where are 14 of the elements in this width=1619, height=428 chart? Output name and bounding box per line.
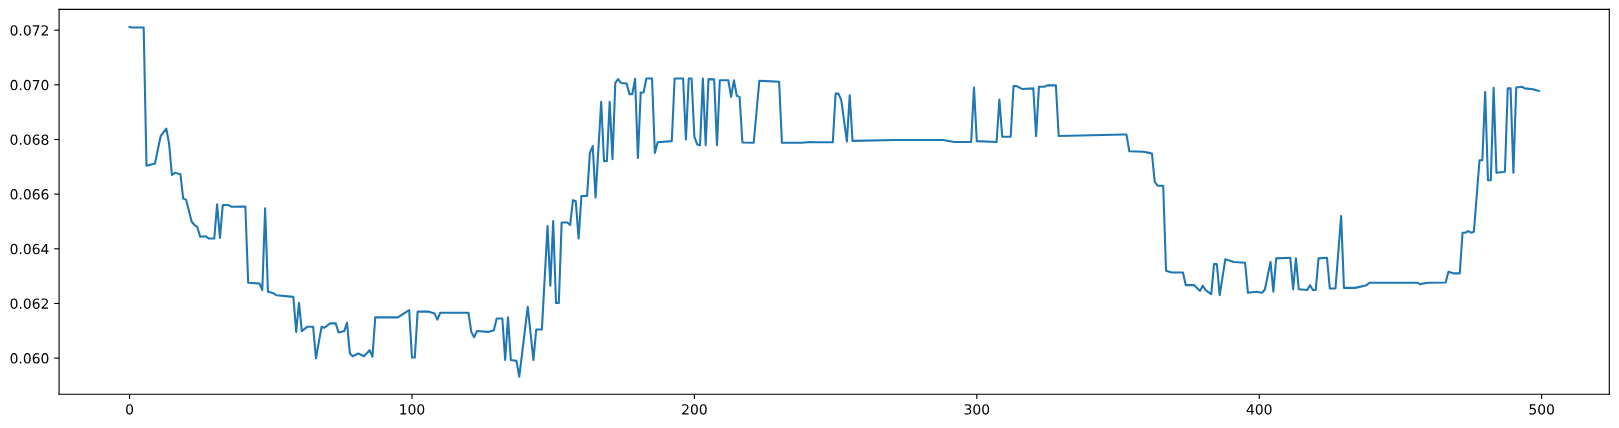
y-tick-label: 0.064 [10, 243, 49, 255]
x-tick-label: 400 [1246, 404, 1272, 415]
y-tick-label: 0.062 [10, 298, 48, 309]
x-tick-label: 300 [964, 404, 990, 415]
y-tick-label: 0.072 [10, 25, 48, 36]
x-tick-label: 500 [1529, 404, 1554, 415]
x-tick-label: 100 [400, 404, 425, 415]
x-tick-label: 200 [682, 404, 707, 415]
y-tick-label: 0.060 [10, 353, 49, 364]
y-tick-label: 0.068 [10, 134, 49, 145]
x-tick-label: 0 [126, 404, 134, 415]
y-tick-label: 0.070 [10, 79, 49, 91]
line-series [128, 25, 1540, 378]
y-tick-label: 0.066 [10, 189, 49, 200]
